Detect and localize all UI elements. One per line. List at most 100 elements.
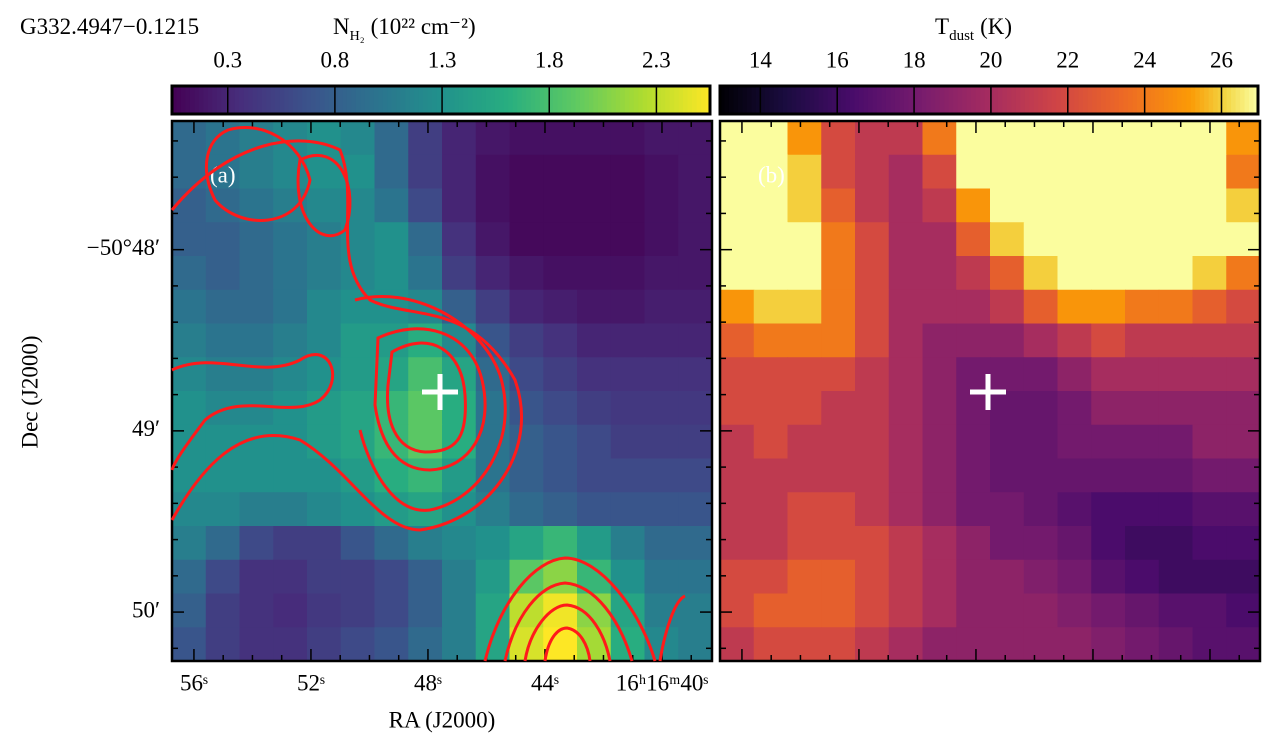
- heatmap-cell: [1023, 154, 1059, 190]
- heatmap-cell: [543, 526, 578, 561]
- contour-line: [503, 581, 634, 662]
- colorbar-title: Tdust (K): [935, 14, 1012, 44]
- heatmap-cell: [644, 458, 679, 493]
- colorbar-swatch: [818, 86, 824, 114]
- colorbar-swatch: [926, 86, 932, 114]
- heatmap-cell: [577, 222, 612, 257]
- colorbar-swatch: [656, 86, 662, 114]
- heatmap-cell: [577, 154, 612, 190]
- heatmap-cell: [509, 492, 544, 527]
- colorbar-swatch: [809, 86, 815, 114]
- heatmap-cell: [543, 357, 578, 392]
- colorbar-swatch: [230, 86, 236, 114]
- heatmap-cell: [1091, 424, 1126, 460]
- colorbar-tick-label: 1.3: [428, 47, 457, 72]
- colorbar-symbol: T: [935, 14, 949, 39]
- heatmap-cell: [990, 188, 1025, 223]
- heatmap-cell: [172, 121, 207, 156]
- colorbar-swatch: [872, 86, 878, 114]
- colorbar-swatch: [221, 86, 227, 114]
- heatmap-cell: [509, 357, 544, 392]
- colorbar-swatch: [467, 86, 473, 114]
- heatmap-cell: [678, 492, 713, 527]
- heatmap-cell: [1158, 391, 1194, 426]
- heatmap-cell: [720, 323, 755, 358]
- heatmap-cell: [1192, 357, 1227, 392]
- heatmap-cell: [1091, 458, 1126, 493]
- heatmap-cell: [1192, 424, 1227, 460]
- heatmap-cell: [1125, 458, 1160, 493]
- heatmap-cell: [787, 593, 822, 628]
- heatmap-cell: [1226, 593, 1261, 628]
- heatmap-cell: [720, 593, 755, 628]
- colorbar-swatch: [930, 86, 936, 114]
- heatmap-cell: [374, 121, 409, 156]
- heatmap-cell: [273, 526, 308, 561]
- heatmap-cell: [1192, 593, 1227, 628]
- heatmap-cell: [922, 154, 957, 190]
- heatmap-cell: [610, 256, 646, 291]
- heatmap-cell: [475, 526, 511, 561]
- heatmap-cell: [442, 154, 477, 190]
- colorbar-swatch: [841, 86, 847, 114]
- heatmap-cell: [374, 526, 409, 561]
- colorbar-swatch: [660, 86, 666, 114]
- colorbar-swatch: [463, 86, 469, 114]
- colorbar-tick-label: 26: [1210, 47, 1233, 72]
- heatmap-cell: [1057, 154, 1092, 190]
- colorbar-swatch: [674, 86, 680, 114]
- contour-line: [170, 139, 524, 532]
- heatmap-cell: [1158, 154, 1194, 190]
- heatmap-cell: [610, 526, 646, 561]
- heatmap-cell: [1091, 526, 1126, 561]
- colorbar-tick-label: 2.3: [642, 47, 671, 72]
- heatmap-cell: [307, 357, 342, 392]
- colorbar-swatch: [1056, 86, 1062, 114]
- heatmap-cell: [1192, 256, 1227, 291]
- heatmap-cell: [1091, 357, 1126, 392]
- colorbar-swatch: [692, 86, 698, 114]
- heatmap-cell: [787, 357, 822, 392]
- heatmap-cell: [1057, 526, 1092, 561]
- heatmap-cell: [1192, 188, 1227, 223]
- colorbar-swatch: [562, 86, 568, 114]
- colorbar-swatch: [499, 86, 505, 114]
- heatmap-cell: [678, 222, 713, 257]
- colorbar-swatch: [885, 86, 891, 114]
- heatmap-cell: [1091, 188, 1126, 223]
- heatmap-cell: [1023, 526, 1059, 561]
- heatmap-cell: [644, 559, 679, 595]
- heatmap-cell: [205, 323, 241, 358]
- heatmap-cell: [1125, 357, 1160, 392]
- colorbar-swatch: [1110, 86, 1116, 114]
- heatmap-cell: [543, 256, 578, 291]
- heatmap-cell: [956, 526, 991, 561]
- colorbar-swatch: [624, 86, 630, 114]
- heatmap-cell: [340, 526, 376, 561]
- heatmap-cell: [610, 121, 646, 156]
- heatmap-cell: [678, 289, 713, 325]
- colorbar-swatch: [508, 86, 514, 114]
- colorbar-swatch: [876, 86, 882, 114]
- heatmap-cell: [610, 289, 646, 325]
- heatmap-cell: [408, 627, 443, 662]
- heatmap-cell: [821, 323, 856, 358]
- colorbar-swatch: [418, 86, 424, 114]
- colorbar-swatch: [755, 86, 761, 114]
- heatmap-cell: [577, 492, 612, 527]
- heatmap-cell: [374, 256, 409, 291]
- heatmap-cell: [678, 188, 713, 223]
- colorbar-swatch: [1213, 86, 1219, 114]
- heatmap-cell: [1023, 357, 1059, 392]
- heatmap-cell: [239, 492, 274, 527]
- heatmap-cell: [1226, 256, 1261, 291]
- heatmap-cell: [678, 154, 713, 190]
- colorbar-swatch: [890, 86, 896, 114]
- heatmap-cell: [1091, 154, 1126, 190]
- colorbar-unit: (K): [980, 14, 1012, 39]
- colorbar-swatch: [957, 86, 963, 114]
- colorbar-swatch: [966, 86, 972, 114]
- colorbar-swatch: [449, 86, 456, 114]
- heatmap-cell: [1192, 222, 1227, 257]
- heatmap-cell: [408, 391, 443, 426]
